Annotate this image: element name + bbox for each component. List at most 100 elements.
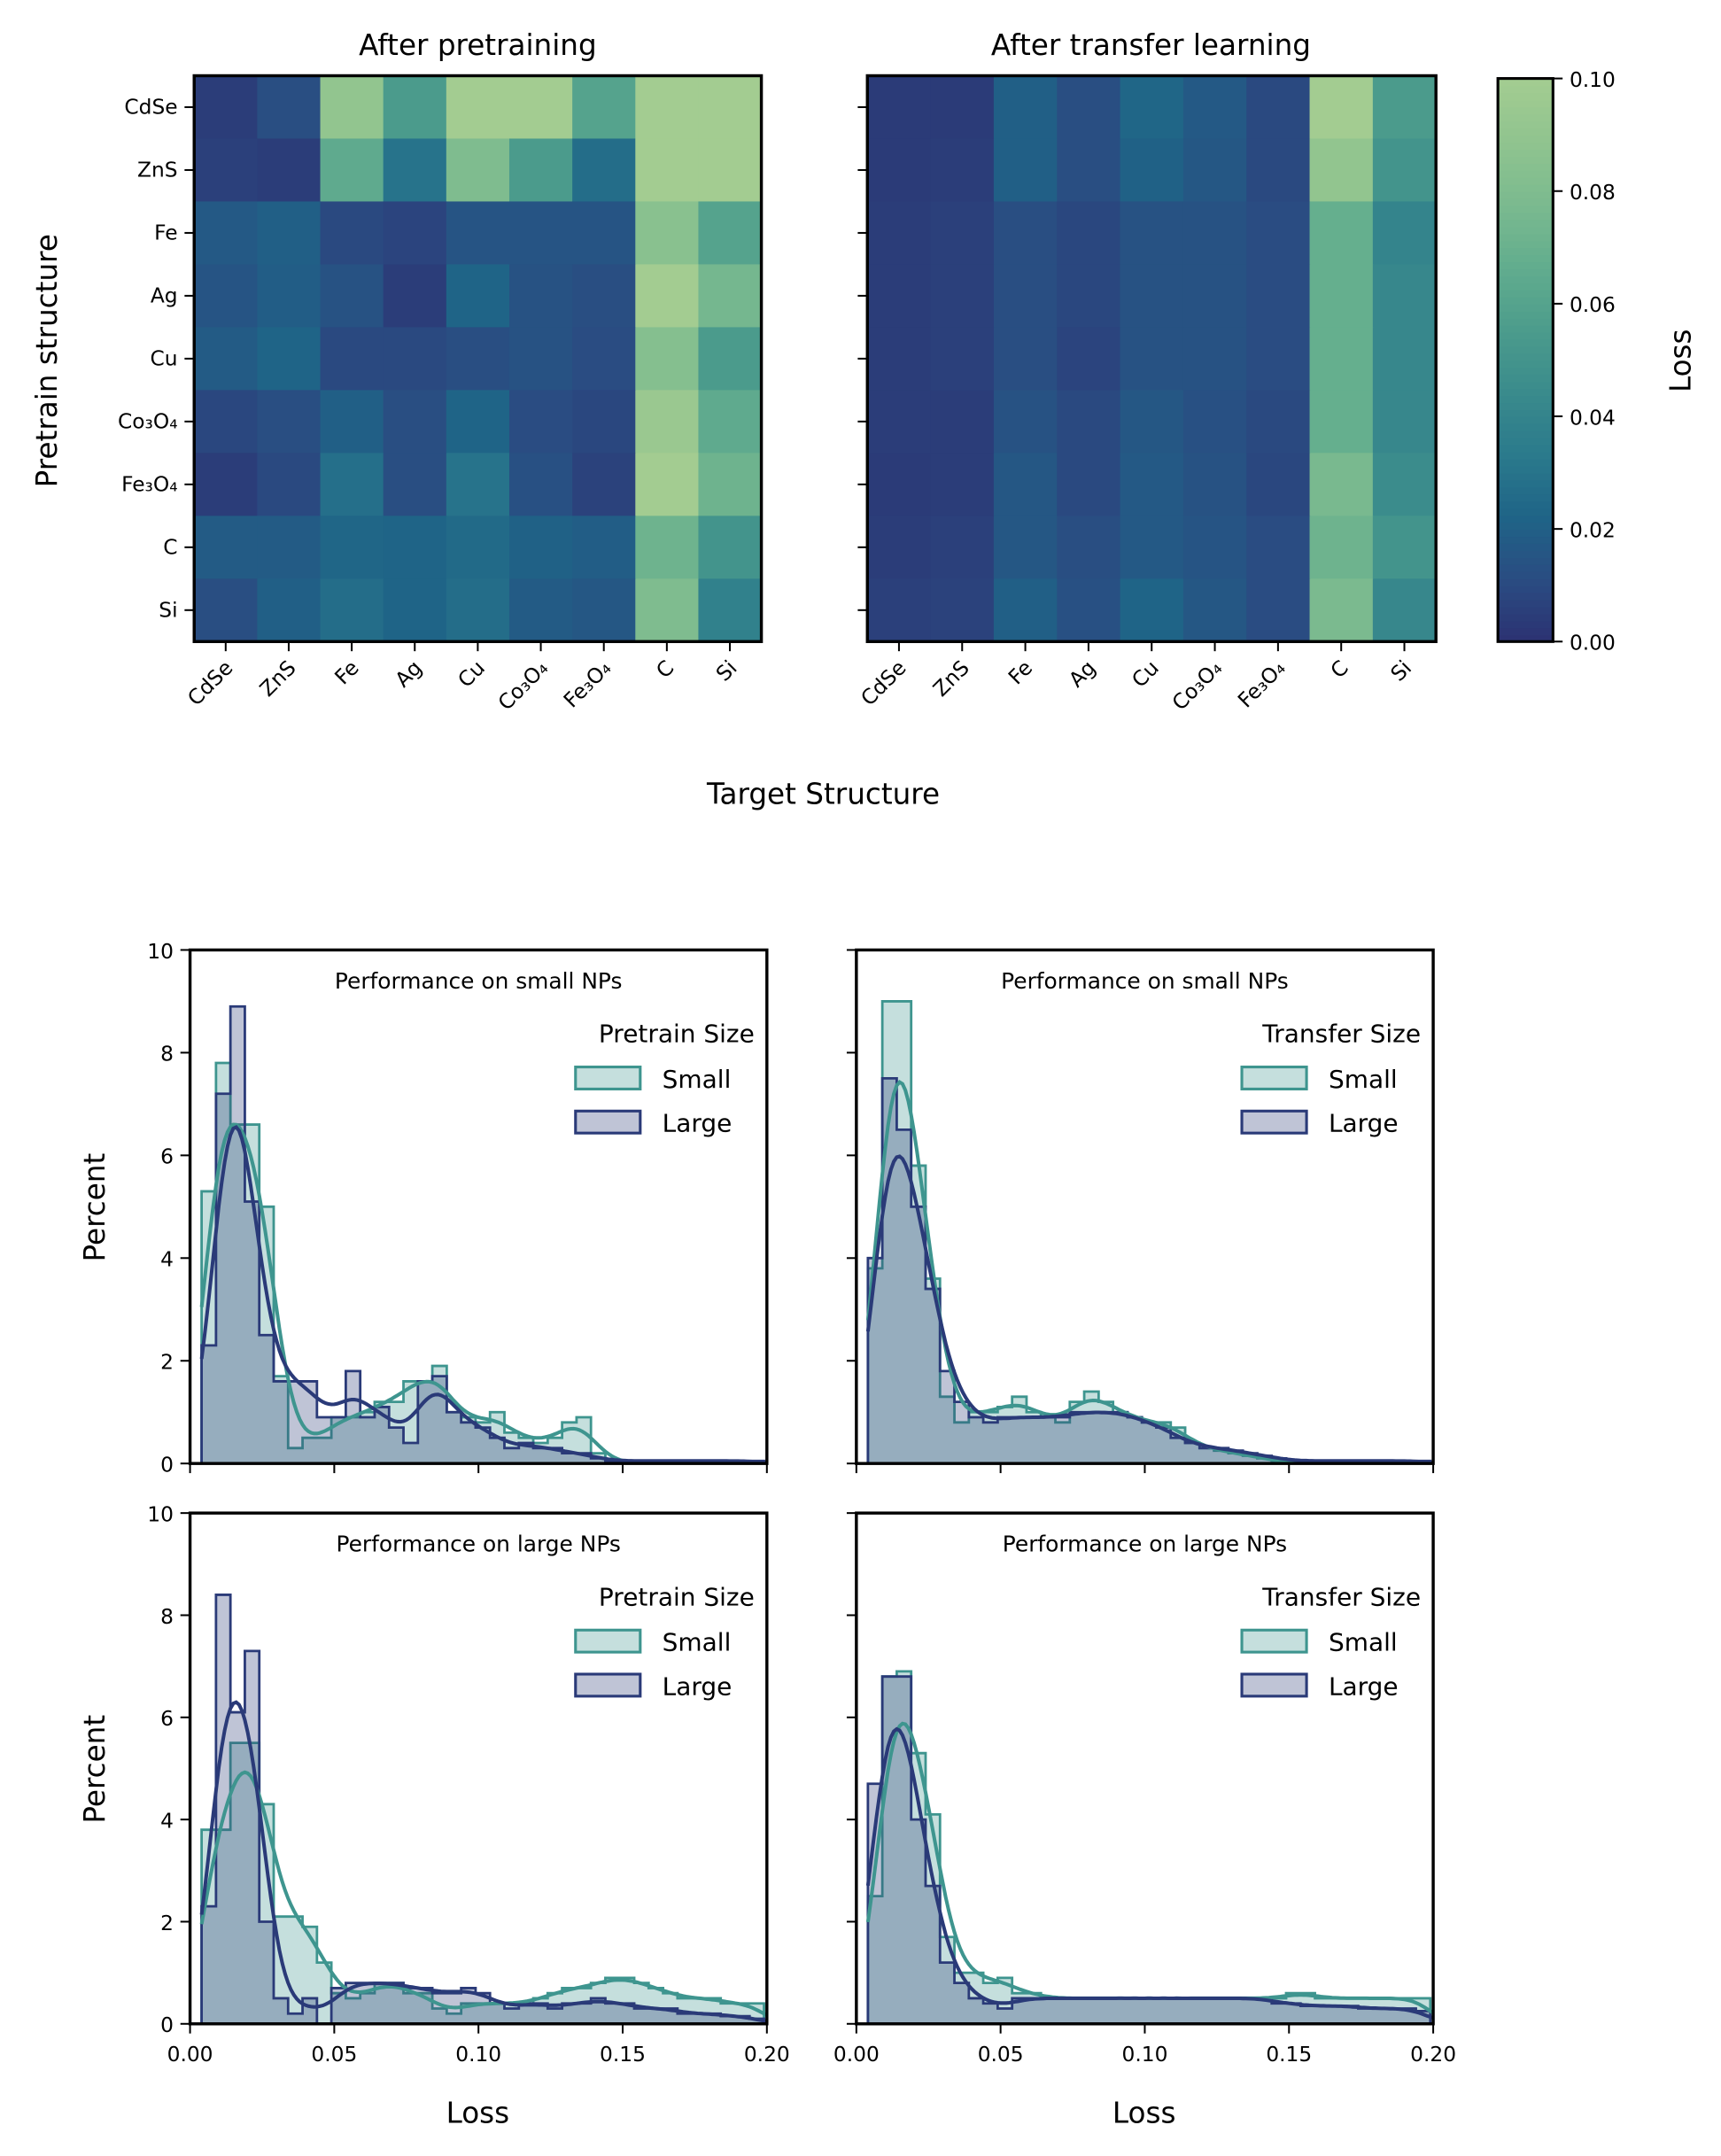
colorbar-segment [1498,289,1554,298]
heatmap-cell [1120,327,1184,392]
x-tick-label: Si [1386,656,1416,686]
y-tick-label: 6 [160,1707,174,1731]
heatmap-cell [1372,201,1437,266]
heatmap-cell [383,390,447,454]
heatmap-cell [635,578,700,643]
heatmap-cell [446,578,510,643]
heatmap-cell [257,264,322,329]
heatmap-cell [698,264,763,329]
heatmap-cell [698,453,763,517]
heatmap-cell [572,75,637,140]
heatmap-cell [1182,201,1247,266]
heatmap-cell [698,578,763,643]
heatmap-cell [1309,75,1374,140]
heatmap-cell [993,578,1058,643]
heatmap-cell [993,201,1058,266]
heatmap-cell [508,578,573,643]
heatmap-cell [446,327,510,392]
heatmap-cell [194,75,259,140]
heatmap-cell [320,578,384,643]
heatmap-cell [1182,138,1247,203]
x-tick-label: 0.10 [1122,2043,1168,2067]
heatmap-cell [930,75,995,140]
heatmap-cell [1309,327,1374,392]
heatmap-cell [1246,453,1311,517]
heatmap-cell [257,201,322,266]
heatmap-cell [993,327,1058,392]
colorbar-segment [1498,613,1554,622]
heatmap-cell [635,516,700,580]
y-tick-label: 4 [160,1248,174,1272]
colorbar-segment [1498,367,1554,376]
colorbar-segment [1498,261,1554,270]
heatmap-cell [698,138,763,203]
legend-label-small: Small [1329,1065,1398,1094]
x-tick-label: ZnS [255,656,300,702]
heatmap-cell [930,453,995,517]
colorbar-segment [1498,120,1554,129]
colorbar-segment [1498,529,1554,538]
y-tick-label: C [163,536,177,560]
heatmap-cell [1057,138,1121,203]
heatmap-cell [993,516,1058,580]
heatmap-cell [1372,390,1437,454]
x-tick-label: 0.00 [833,2043,880,2067]
kde-line-small [865,1080,1434,1464]
plot-area [199,1004,767,1464]
legend-swatch-large [574,1109,642,1135]
colorbar-segment [1498,310,1554,319]
heatmap-cell [257,327,322,392]
heatmap-cell [446,264,510,329]
colorbar: 0.00 0.02 0.04 0.06 0.08 0.10 [1496,68,1616,655]
colorbar-segment [1498,219,1554,228]
colorbar-segment [1498,486,1554,495]
heatmap-cell [572,264,637,329]
colorbar-segment [1498,416,1554,424]
hist-ylabel-bottom: Percent [78,1715,112,1824]
heatmap-cell [635,201,700,266]
heatmap-cell [1120,516,1184,580]
heatmap-cell [867,75,932,140]
colorbar-segment [1498,106,1554,115]
heatmap-cell [257,453,322,517]
colorbar-segment [1498,500,1554,509]
colorbar-segment [1498,508,1554,516]
heatmap-cell [635,327,700,392]
heatmap-cell [1120,453,1184,517]
heatmap-cell [1182,390,1247,454]
colorbar-segment [1498,493,1554,502]
heatmap-cell [1372,138,1437,203]
heatmap-xlabel: Target Structure [706,778,940,811]
colorbar-segment [1498,458,1554,467]
heatmap-cell [1120,138,1184,203]
colorbar-tick-label: 0.08 [1570,181,1616,205]
heatmap-cell [1120,264,1184,329]
colorbar-segment [1498,606,1554,615]
heatmap-cell [572,201,637,266]
colorbar-tick-label: 0.00 [1570,632,1616,655]
colorbar-segment [1498,254,1554,263]
heatmap-cell [867,516,932,580]
kde-line-large [199,1700,767,2023]
colorbar-segment [1498,549,1554,558]
heatmap-cell [1182,578,1247,643]
heatmap-cell [1057,201,1121,266]
y-tick-label: 2 [160,1912,174,1935]
heatmap-title-pretraining: After pretraining [359,28,597,62]
legend-swatch-small [574,1066,642,1090]
heatmap-cell [508,138,573,203]
heatmap-cell [194,516,259,580]
x-tick-label: Ag [1065,656,1101,693]
x-tick-label: C [1326,656,1353,684]
heatmap-cell [1309,516,1374,580]
x-tick-label: 0.05 [311,2043,357,2067]
heatmap-cell [930,516,995,580]
y-tick-label: 10 [147,940,174,964]
heatmap-cell [930,201,995,266]
heatmap-cell [508,264,573,329]
heatmap-cell [446,390,510,454]
heatmap-cell [1182,264,1247,329]
heatmap-cell [1372,264,1437,329]
heatmap-cell [1309,264,1374,329]
heatmap-cell [572,516,637,580]
